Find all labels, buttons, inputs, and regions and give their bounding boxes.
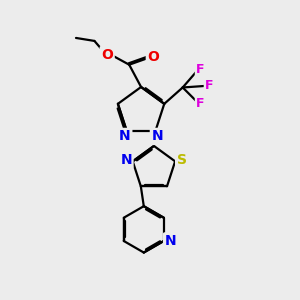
Text: F: F — [205, 80, 214, 92]
Text: N: N — [119, 129, 131, 143]
Text: O: O — [147, 50, 159, 64]
Text: F: F — [196, 63, 205, 76]
Text: F: F — [196, 97, 205, 110]
Text: N: N — [152, 129, 163, 143]
Text: N: N — [120, 153, 132, 167]
Text: S: S — [177, 153, 187, 167]
Text: O: O — [101, 48, 113, 62]
Text: N: N — [165, 234, 176, 248]
